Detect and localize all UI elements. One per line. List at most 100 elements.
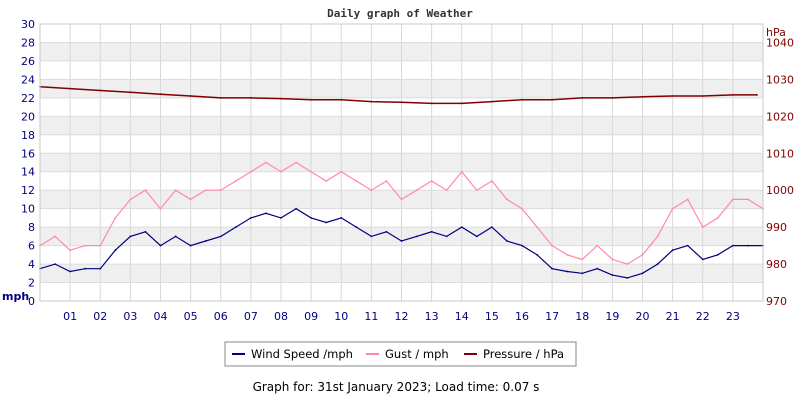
series-wind-speed-point (325, 221, 328, 224)
x-tick-label: 03 (123, 310, 137, 323)
series-wind-speed-point (265, 212, 267, 215)
series-gust-point (114, 217, 117, 219)
series-wind-speed-point (430, 230, 433, 233)
series-gust-point (250, 170, 252, 173)
series-wind-speed-point (174, 235, 177, 238)
series-pressure-point (159, 93, 162, 96)
left-tick-label: 30 (21, 18, 35, 31)
x-tick-label: 20 (636, 310, 650, 323)
series-wind-speed-point (370, 235, 373, 238)
series-gust-point (69, 249, 71, 252)
series-gust-point (596, 244, 599, 247)
series-gust-point (641, 253, 644, 256)
x-tick-label: 16 (515, 310, 529, 323)
series-pressure-point (732, 94, 734, 96)
left-tick-label: 16 (21, 147, 35, 160)
series-wind-speed-point (54, 263, 56, 265)
series-gust-point (521, 207, 523, 210)
x-tick-label: 13 (425, 310, 439, 323)
series-pressure-point (400, 101, 403, 104)
left-tick-label: 28 (21, 36, 35, 49)
series-pressure-point (280, 97, 282, 100)
series-wind-speed-point (611, 274, 614, 276)
legend-box (224, 341, 577, 367)
series-wind-speed-point (626, 277, 629, 279)
series-pressure-point (581, 97, 584, 99)
series-pressure (39, 85, 758, 105)
series-pressure-point (310, 98, 312, 101)
series-wind-speed (39, 207, 764, 279)
series-wind-speed-point (506, 240, 508, 242)
series-gust-point (280, 170, 282, 173)
x-tick-label: 10 (334, 310, 348, 323)
series-gust-point (747, 198, 749, 201)
right-axis-unit: hPa (766, 26, 786, 39)
series-gust-point (325, 180, 328, 182)
series-wind-speed-point (475, 235, 478, 238)
series-gust-point (99, 244, 102, 247)
series-wind-speed-point (566, 270, 569, 273)
series-wind-speed-point (234, 226, 237, 229)
series-wind-speed-point (415, 235, 418, 238)
series-wind-speed-point (400, 240, 403, 242)
legend-label-pressure: Pressure / hPa (483, 347, 564, 361)
left-tick-label: 24 (21, 73, 35, 86)
right-tick-label: 1010 (766, 147, 794, 160)
series-pressure-point (430, 102, 433, 105)
series-gust-point (400, 198, 403, 201)
series-gust-point (430, 180, 433, 182)
series-wind-speed-point (295, 207, 297, 210)
series-pressure-point (69, 87, 71, 90)
left-tick-label: 6 (28, 240, 35, 253)
series-gust-point (581, 258, 584, 261)
series-gust-point (656, 235, 659, 238)
series-layer (39, 85, 764, 279)
series-pressure-point (521, 98, 523, 101)
series-wind-speed-point (491, 226, 493, 229)
right-tick-label: 1040 (766, 36, 794, 49)
series-gust-point (732, 198, 734, 201)
series-pressure-point (219, 97, 222, 99)
series-wind-speed-point (581, 272, 584, 275)
x-tick-label: 06 (214, 310, 228, 323)
series-gust-point (219, 189, 222, 192)
series-gust-point (506, 198, 508, 201)
series-gust-point (54, 235, 56, 238)
series-gust-point (626, 263, 629, 265)
left-tick-label: 22 (21, 92, 35, 105)
series-gust-point (536, 226, 538, 229)
series-gust-point (370, 189, 373, 192)
x-tick-label: 11 (364, 310, 378, 323)
left-tick-label: 8 (28, 221, 35, 234)
series-wind-speed-point (280, 217, 282, 219)
series-wind-speed-point (144, 230, 147, 233)
x-tick-label: 08 (274, 310, 288, 323)
left-tick-label: 12 (21, 184, 35, 197)
series-pressure-point (491, 100, 493, 103)
series-gust-point (159, 207, 162, 210)
series-wind-speed-point (641, 272, 644, 275)
plot-frame (39, 23, 764, 302)
series-wind-speed-point (189, 244, 192, 247)
x-tick-label: 17 (545, 310, 559, 323)
left-tick-label: 0 (28, 295, 35, 308)
series-pressure-point (460, 102, 463, 105)
x-tick-label: 15 (485, 310, 499, 323)
series-gust-point (189, 198, 192, 201)
right-tick-label: 980 (766, 258, 787, 271)
x-tick-label: 02 (93, 310, 107, 323)
series-gust-point (445, 189, 448, 192)
series-wind-speed-point (656, 263, 659, 265)
series-wind-speed-point (114, 249, 117, 252)
series-pressure-point (340, 98, 343, 101)
x-tick-label: 22 (696, 310, 710, 323)
series-wind-speed-point (521, 244, 523, 247)
series-gust-point (355, 180, 358, 182)
series-gust-point (611, 258, 614, 261)
x-tick-label: 21 (666, 310, 680, 323)
series-gust-point (174, 189, 177, 192)
series-pressure-point (99, 89, 102, 92)
series-wind-speed-point (84, 267, 87, 270)
x-tick-label: 07 (244, 310, 258, 323)
